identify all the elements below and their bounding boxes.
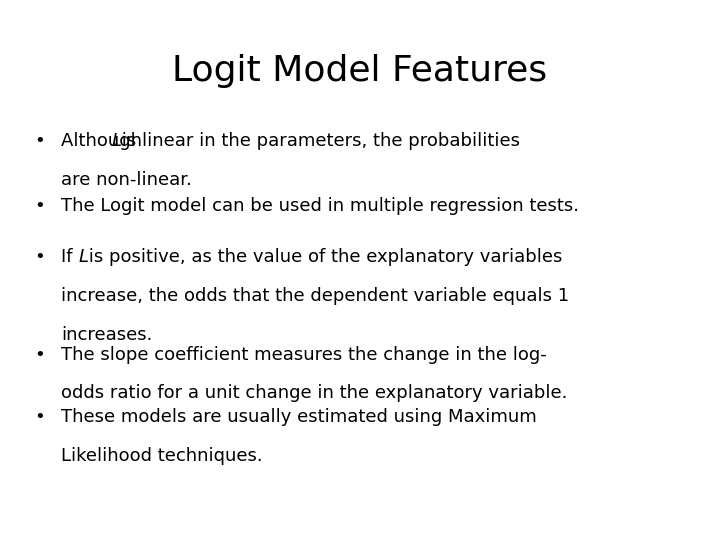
Text: Likelihood techniques.: Likelihood techniques.	[61, 447, 263, 464]
Text: Logit Model Features: Logit Model Features	[172, 54, 548, 88]
Text: The Logit model can be used in multiple regression tests.: The Logit model can be used in multiple …	[61, 197, 579, 215]
Text: is linear in the parameters, the probabilities: is linear in the parameters, the probabi…	[117, 132, 521, 150]
Text: is positive, as the value of the explanatory variables: is positive, as the value of the explana…	[83, 248, 562, 266]
Text: odds ratio for a unit change in the explanatory variable.: odds ratio for a unit change in the expl…	[61, 384, 567, 402]
Text: increase, the odds that the dependent variable equals 1: increase, the odds that the dependent va…	[61, 287, 570, 305]
Text: L: L	[112, 132, 122, 150]
Text: Although: Although	[61, 132, 148, 150]
Text: These models are usually estimated using Maximum: These models are usually estimated using…	[61, 408, 537, 426]
Text: •: •	[35, 346, 45, 363]
Text: L: L	[78, 248, 88, 266]
Text: •: •	[35, 197, 45, 215]
Text: •: •	[35, 408, 45, 426]
Text: •: •	[35, 132, 45, 150]
Text: increases.: increases.	[61, 326, 153, 344]
Text: are non-linear.: are non-linear.	[61, 171, 192, 189]
Text: The slope coefficient measures the change in the log-: The slope coefficient measures the chang…	[61, 346, 547, 363]
Text: If: If	[61, 248, 78, 266]
Text: •: •	[35, 248, 45, 266]
